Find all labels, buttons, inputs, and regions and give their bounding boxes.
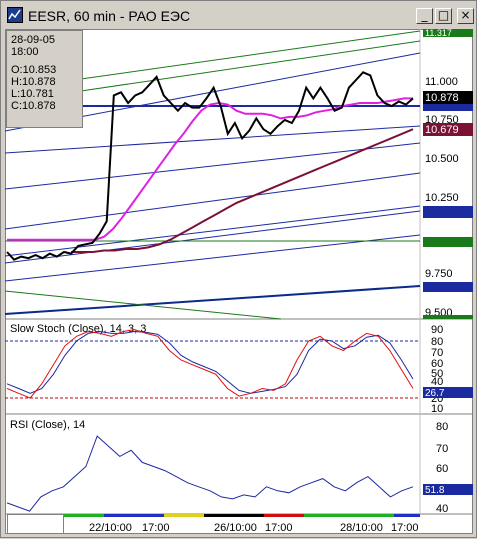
time-tick-label: 22/10:00 bbox=[89, 522, 132, 534]
rsi-tick: 60 bbox=[436, 463, 448, 475]
level-marker bbox=[423, 237, 473, 247]
stoch-tick: 40 bbox=[431, 376, 443, 388]
stoch-tick: 70 bbox=[431, 347, 443, 359]
bar-high: H:10.878 bbox=[11, 76, 56, 88]
minimize-button[interactable]: _ bbox=[416, 8, 433, 24]
ma-value-badge bbox=[423, 123, 473, 136]
rsi-tick: 70 bbox=[436, 443, 448, 455]
stoch-value-label: 26.7 bbox=[425, 388, 445, 399]
level-marker bbox=[423, 315, 473, 319]
session-bar bbox=[264, 514, 304, 517]
time-axis[interactable]: 22/10:00 17:00 26/10:00 17:00 28/10:00 1… bbox=[64, 514, 420, 534]
stoch-tick: 10 bbox=[431, 403, 443, 415]
price-axis[interactable]: 11.000 10.750 10.500 10.250 9.750 9.500 … bbox=[423, 28, 473, 319]
stoch-value-badge bbox=[423, 387, 473, 398]
current-price-badge bbox=[423, 91, 473, 104]
price-line[interactable] bbox=[6, 71, 414, 261]
session-bar bbox=[204, 514, 264, 517]
stoch-tick: 90 bbox=[431, 324, 443, 336]
trend-lines[interactable] bbox=[4, 30, 421, 320]
close-button[interactable]: × bbox=[457, 8, 474, 24]
status-field[interactable] bbox=[7, 514, 64, 534]
bar-close: C:10.878 bbox=[11, 100, 56, 112]
bar-open: O:10.853 bbox=[11, 64, 57, 76]
stoch-d-line[interactable] bbox=[6, 330, 414, 394]
fast-moving-average[interactable] bbox=[7, 97, 413, 241]
ohlc-info-box: 28-09-05 18:00 O:10.853 H:10.878 L:10.78… bbox=[6, 30, 83, 128]
price-tick-label: 9.750 bbox=[425, 268, 453, 280]
window-title: EESR, 60 min - РАО ЕЭС bbox=[28, 8, 191, 24]
stoch-tick: 80 bbox=[431, 336, 443, 348]
price-tick-label: 11.000 bbox=[425, 76, 458, 88]
stoch-k-line[interactable] bbox=[6, 329, 414, 399]
session-bar bbox=[104, 514, 164, 517]
plot-area[interactable] bbox=[5, 29, 473, 534]
rsi-panel[interactable]: RSI (Close), 14 80 70 60 40 51.8 bbox=[6, 419, 473, 515]
session-bar bbox=[354, 514, 394, 517]
price-tick-label: 10.250 bbox=[425, 192, 459, 204]
session-bar bbox=[64, 514, 104, 517]
time-tick-label: 17:00 bbox=[142, 522, 170, 534]
top-level-label: 11.317 bbox=[425, 28, 452, 38]
top-level-badge bbox=[423, 29, 473, 37]
time-tick-label: 26/10:00 bbox=[214, 522, 257, 534]
maximize-button[interactable]: □ bbox=[435, 8, 452, 24]
price-tick-label: 10.500 bbox=[425, 153, 459, 165]
time-tick-label: 17:00 bbox=[391, 522, 419, 534]
session-bar bbox=[394, 514, 420, 517]
time-tick-label: 17:00 bbox=[265, 522, 293, 534]
bar-low: L:10.781 bbox=[11, 88, 54, 100]
rsi-tick: 40 bbox=[436, 503, 448, 515]
stoch-title: Slow Stoch (Close), 14, 3, 3 bbox=[10, 323, 146, 335]
rsi-tick: 80 bbox=[436, 421, 448, 433]
current-price-label: 10.878 bbox=[425, 92, 459, 104]
chart-app-icon bbox=[7, 7, 23, 23]
level-marker bbox=[423, 282, 473, 292]
slow-moving-average[interactable] bbox=[71, 128, 414, 253]
level-marker bbox=[423, 104, 473, 111]
rsi-value-label: 51.8 bbox=[425, 485, 445, 496]
ma-value-label: 10.679 bbox=[425, 124, 459, 136]
stoch-tick: 60 bbox=[431, 358, 443, 370]
bar-date: 28-09-05 bbox=[11, 34, 56, 46]
session-bar bbox=[304, 514, 354, 517]
rsi-line[interactable] bbox=[6, 435, 414, 512]
stoch-tick: 50 bbox=[431, 368, 443, 380]
session-bar bbox=[164, 514, 204, 517]
level-marker bbox=[423, 206, 473, 218]
rsi-title: RSI (Close), 14 bbox=[10, 419, 85, 431]
bar-time: 18:00 bbox=[11, 46, 39, 58]
time-tick-label: 28/10:00 bbox=[340, 522, 383, 534]
rsi-value-badge bbox=[423, 484, 473, 495]
stochastic-panel[interactable]: Slow Stoch (Close), 14, 3, 3 90 80 70 60… bbox=[5, 323, 473, 415]
title-bar[interactable]: EESR, 60 min - РАО ЕЭС _ □ × bbox=[3, 3, 476, 27]
